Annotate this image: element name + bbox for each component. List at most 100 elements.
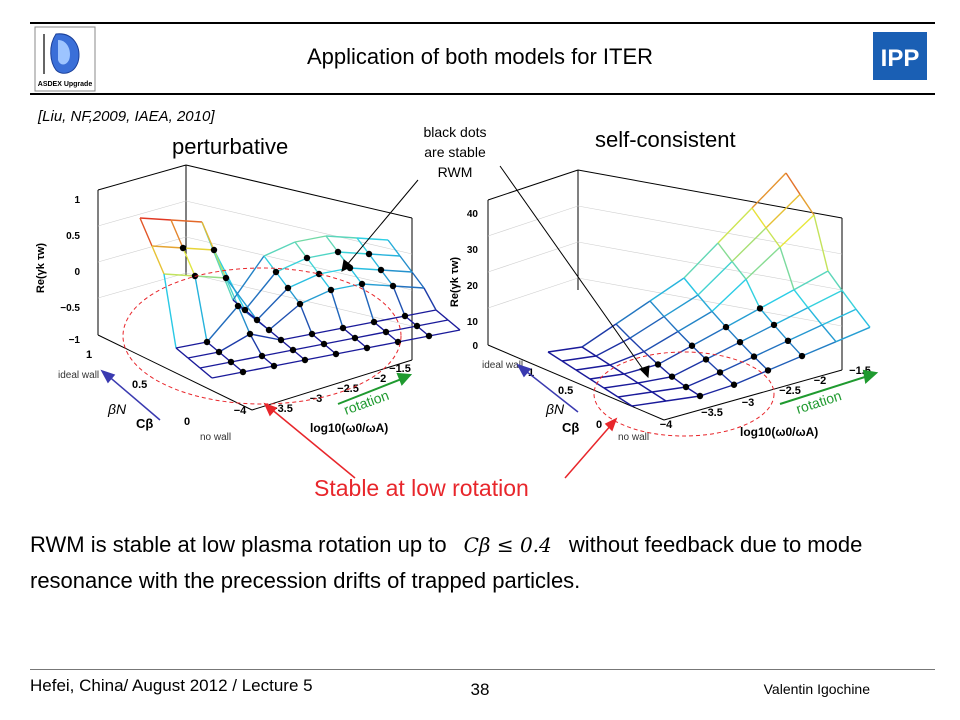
mesh-line: [699, 384, 735, 397]
mesh-line: [753, 356, 769, 371]
mesh-line: [677, 310, 713, 333]
mesh-line: [813, 214, 829, 272]
left-c-tick-1: 1: [86, 349, 92, 361]
left-z-tick-4: −0.5: [60, 303, 80, 314]
mesh-line: [404, 309, 437, 317]
mesh-line: [745, 278, 761, 309]
mesh-line: [629, 315, 665, 339]
right-x-tick-3: −3: [742, 397, 755, 409]
mesh-line: [717, 242, 733, 262]
stable-rwm-dot: [682, 383, 690, 391]
mesh-line: [697, 294, 713, 312]
stable-rwm-dot: [377, 266, 385, 274]
mesh-line: [615, 300, 651, 325]
mesh-line: [561, 360, 577, 371]
mesh-line: [275, 271, 289, 289]
mesh-line: [651, 386, 687, 393]
stable-rwm-dot: [382, 328, 390, 336]
stable-rwm-dot: [179, 244, 187, 252]
right-rotation-arrow: [779, 375, 869, 405]
mesh-line: [237, 305, 251, 335]
mesh-line: [416, 319, 449, 327]
mesh-line: [855, 308, 871, 328]
mesh-line: [292, 343, 325, 351]
left-x-tick-6: −1.5: [389, 363, 411, 375]
mesh-line: [677, 330, 693, 347]
mesh-line: [773, 324, 789, 342]
stable-rwm-dot: [716, 369, 724, 376]
left-z-tick-2: 0.5: [66, 231, 80, 242]
mesh-line: [380, 269, 394, 287]
mesh-line: [294, 241, 308, 259]
mesh-line: [182, 247, 196, 277]
mesh-line: [280, 333, 313, 341]
mesh-line: [575, 364, 611, 371]
mesh-line: [182, 247, 215, 251]
mesh-line: [691, 345, 707, 360]
stable-rwm-dot: [296, 300, 304, 308]
mesh-line: [767, 355, 803, 372]
right-plot-axes: [487, 169, 843, 421]
mesh-line: [663, 316, 679, 332]
red-arrow-left: [269, 407, 356, 479]
left-beta-arrow: [105, 373, 161, 421]
right-c-tick-3: 0: [596, 419, 602, 431]
left-rotation-arrowhead: [396, 372, 413, 386]
mesh-line: [311, 327, 344, 335]
mesh-line: [637, 382, 653, 393]
stable-rwm-dot: [764, 367, 772, 374]
mesh-line: [387, 239, 401, 257]
stable-rwm-dot: [303, 254, 311, 262]
mesh-line: [751, 172, 787, 209]
mesh-line: [765, 193, 801, 229]
stable-rwm-dot: [320, 340, 328, 348]
mesh-line: [225, 277, 239, 307]
mesh-line: [261, 349, 294, 357]
stable-rwm-dot: [308, 330, 316, 338]
mesh-line: [731, 261, 747, 280]
stable-rwm-dot: [334, 248, 342, 256]
left-z-axis-label: Re(γk τw): [35, 243, 47, 293]
mesh-line: [733, 369, 769, 386]
mesh-line: [151, 245, 184, 249]
left-x-tick-2: −3.5: [271, 403, 293, 415]
mesh-line: [304, 353, 337, 361]
right-x-tick-1: −4: [660, 419, 673, 431]
mesh-line: [787, 340, 803, 357]
left-z-tick-5: −1: [69, 335, 81, 346]
mesh-line: [287, 287, 301, 305]
stable-rwm-dot: [253, 316, 261, 324]
left-plot-grid: [97, 200, 413, 327]
mesh-line: [325, 235, 339, 253]
stable-rwm-dot: [272, 268, 280, 276]
stable-rwm-dot: [756, 305, 764, 312]
mesh-line: [199, 367, 213, 379]
stable-rwm-dot: [770, 321, 778, 329]
mesh-line: [683, 242, 719, 279]
left-z-tick-1: 1: [74, 195, 80, 206]
mesh-line: [299, 289, 332, 305]
stable-rwm-dot: [241, 306, 249, 314]
right-beta-label: βN: [545, 401, 565, 417]
mesh-line: [170, 219, 184, 249]
mesh-line: [617, 396, 633, 407]
mesh-line: [651, 391, 667, 402]
right-z-tick-2: 30: [467, 245, 479, 256]
mesh-line: [368, 253, 382, 271]
mesh-line: [581, 346, 597, 357]
stable-rwm-dot: [289, 346, 297, 354]
stable-rwm-dot: [327, 286, 335, 294]
right-plot-grid: [487, 205, 843, 327]
left-c-tick-3: 0: [184, 416, 190, 428]
stable-rwm-dot: [784, 337, 792, 344]
stable-rwm-dot: [365, 250, 373, 258]
right-x-tick-5: −2: [814, 375, 827, 387]
mesh-line: [691, 326, 727, 347]
right-stable-region: [593, 351, 775, 437]
mesh-line: [187, 357, 201, 369]
mesh-line: [575, 369, 591, 380]
mesh-line: [799, 193, 815, 216]
stable-rwm-dot: [284, 284, 292, 292]
mesh-line: [213, 249, 227, 279]
mesh-line: [170, 219, 203, 223]
